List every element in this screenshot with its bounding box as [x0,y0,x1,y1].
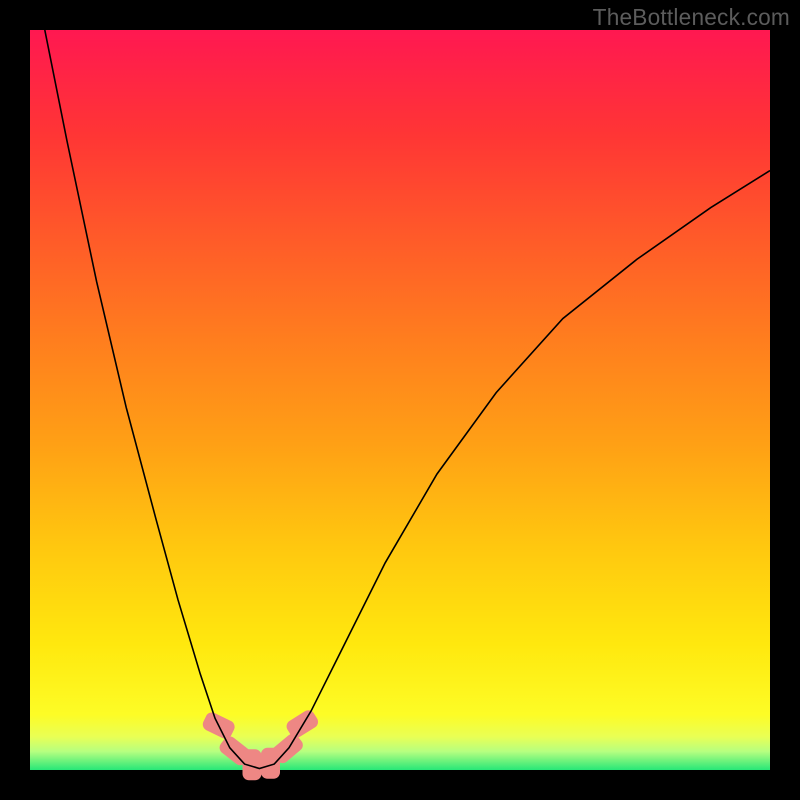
chart-stage: TheBottleneck.com [0,0,800,800]
plot-svg [0,0,800,800]
markers-group [201,709,320,780]
bottleneck-curve [45,30,770,769]
